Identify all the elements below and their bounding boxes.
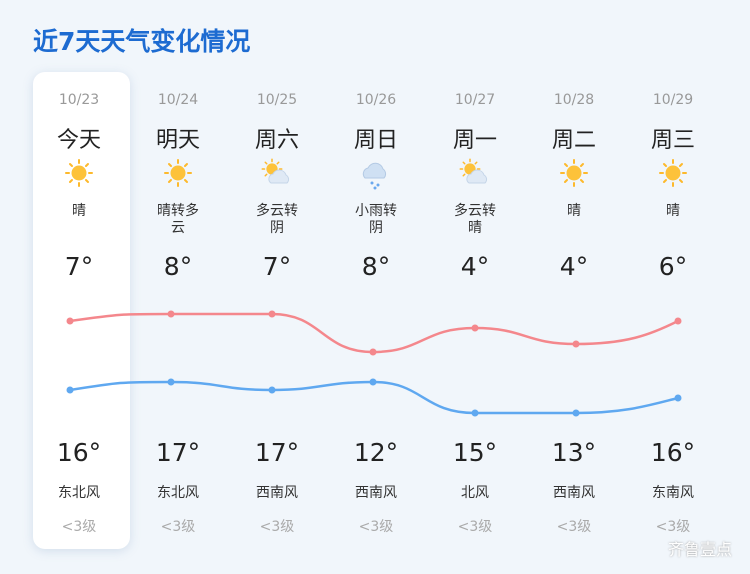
page-title: 近7天天气变化情况: [33, 27, 251, 56]
level: <3级: [358, 519, 394, 535]
level: <3级: [655, 519, 691, 535]
level: <3级: [160, 519, 196, 535]
weather-icon: [560, 159, 588, 187]
weather-icon: [262, 159, 288, 183]
day: 周六: [254, 128, 299, 153]
weather-icon: [164, 159, 192, 187]
low-temp: 8°: [163, 252, 193, 281]
date: 10/29: [652, 92, 694, 108]
watermark: 齐鲁壹点: [667, 540, 732, 559]
weather-icon: [362, 162, 387, 190]
day: 周日: [353, 128, 398, 153]
day: 今天: [56, 128, 101, 153]
weather: 多云转晴: [454, 203, 496, 236]
curve-lower: [69, 380, 679, 415]
high-temp: 16°: [650, 438, 696, 467]
weather: 小雨转阴: [355, 203, 397, 236]
date: 10/26: [355, 92, 397, 108]
high-temp: 12°: [353, 438, 399, 467]
wind: 东南风: [652, 485, 694, 501]
weather: 晴: [567, 203, 581, 219]
level: <3级: [259, 519, 295, 535]
high-temp: 17°: [155, 438, 201, 467]
wind: 西南风: [553, 485, 595, 501]
wind: 北风: [461, 485, 489, 501]
weather: 多云转阴: [256, 203, 298, 236]
date: 10/28: [553, 92, 595, 108]
low-temp: 7°: [64, 252, 94, 281]
today-card: [33, 72, 130, 549]
wind: 东北风: [157, 485, 199, 501]
high-temp: 13°: [551, 438, 597, 467]
level: <3级: [556, 519, 592, 535]
low-temp: 8°: [361, 252, 391, 281]
day: 周二: [551, 128, 596, 153]
wind: 西南风: [256, 485, 298, 501]
high-temp: 17°: [254, 438, 300, 467]
weather-icon: [659, 159, 687, 187]
low-temp: 6°: [658, 252, 688, 281]
wind: 东北风: [58, 485, 100, 501]
high-temp: 16°: [56, 438, 102, 467]
day: 明天: [155, 128, 200, 153]
day: 周三: [650, 128, 695, 153]
date: 10/24: [157, 92, 199, 108]
date: 10/27: [454, 92, 496, 108]
weather-icon: [65, 159, 93, 187]
curve-upper: [69, 312, 679, 354]
low-temp: 4°: [559, 252, 589, 281]
date: 10/23: [58, 92, 100, 108]
weather: 晴转多云: [157, 203, 199, 236]
weather-icon: [460, 159, 486, 183]
wind: 西南风: [355, 485, 397, 501]
day: 周一: [452, 128, 497, 153]
weather: 晴: [666, 203, 680, 219]
level: <3级: [457, 519, 493, 535]
date: 10/25: [256, 92, 298, 108]
low-temp: 7°: [262, 252, 292, 281]
low-temp: 4°: [460, 252, 490, 281]
level: <3级: [61, 519, 97, 535]
high-temp: 15°: [452, 438, 498, 467]
weather: 晴: [72, 203, 86, 219]
